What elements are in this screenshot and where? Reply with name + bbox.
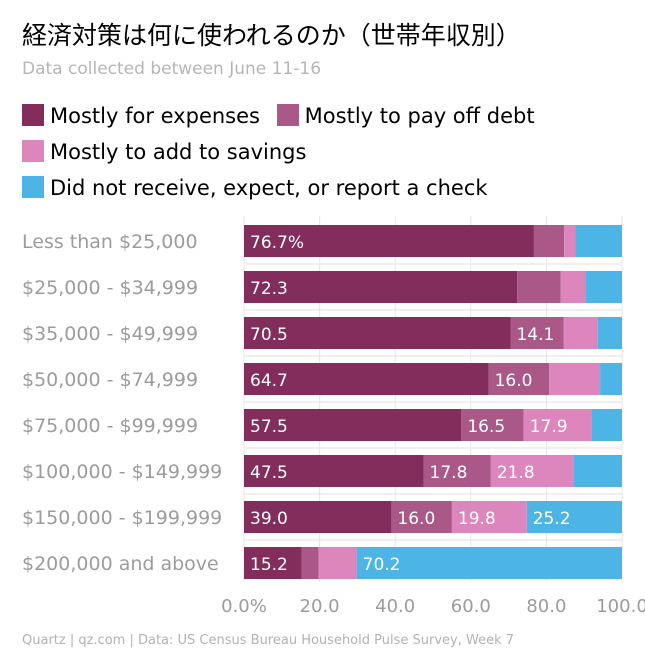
x-tick-label: 20.0 — [300, 596, 340, 617]
legend-label: Did not receive, expect, or report a che… — [50, 176, 488, 200]
x-tick-label: 100.0 — [596, 596, 645, 617]
category-label: Less than $25,000 — [22, 231, 198, 253]
legend-item-savings: Mostly to add to savings — [22, 140, 306, 164]
bar-segment — [391, 501, 452, 533]
data-label: 16.0 — [495, 371, 533, 391]
data-label: 17.9 — [530, 417, 568, 437]
bar-segment — [560, 271, 586, 303]
legend-swatch — [22, 176, 44, 198]
legend-label: Mostly for expenses — [50, 104, 260, 128]
x-tick-label: 0.0% — [221, 596, 267, 617]
data-label: 15.2 — [250, 555, 288, 575]
legend: Mostly for expenses Mostly to pay off de… — [22, 98, 632, 206]
legend-swatch — [22, 140, 44, 162]
category-label: $75,000 - $99,999 — [22, 415, 198, 437]
bar-segment — [591, 409, 622, 441]
legend-item-expenses: Mostly for expenses — [22, 104, 260, 128]
bar-segment — [510, 317, 564, 349]
bar-segment — [244, 455, 424, 487]
legend-swatch — [22, 104, 44, 126]
bar-segment — [301, 547, 319, 579]
bar-segment — [597, 317, 622, 349]
legend-label: Mostly to add to savings — [50, 140, 307, 164]
bar-segment — [423, 455, 491, 487]
bar-segment — [600, 363, 622, 395]
data-label: 72.3 — [250, 279, 288, 299]
data-label: 17.8 — [430, 463, 468, 483]
data-label: 16.5 — [467, 417, 505, 437]
data-label: 76.7% — [250, 233, 304, 253]
legend-item-debt: Mostly to pay off debt — [276, 104, 535, 128]
data-label: 16.0 — [397, 509, 435, 529]
data-label: 70.5 — [250, 325, 288, 345]
x-tick-label: 80.0 — [526, 596, 566, 617]
category-label: $25,000 - $34,999 — [22, 277, 198, 299]
legend-label: Mostly to pay off debt — [304, 104, 535, 128]
bar-segment — [488, 363, 550, 395]
bar-segment — [517, 271, 561, 303]
category-label: $150,000 - $199,999 — [22, 507, 222, 529]
category-label: $100,000 - $149,999 — [22, 461, 222, 483]
chart-title: 経済対策は何に使われるのか（世帯年収別） — [22, 21, 521, 50]
legend-swatch — [276, 104, 299, 126]
data-label: 57.5 — [250, 417, 288, 437]
bar-segment — [533, 225, 565, 257]
data-label: 14.1 — [516, 325, 554, 345]
bar-segment — [573, 455, 622, 487]
bar-segment — [526, 501, 622, 533]
bar-segment — [523, 409, 592, 441]
bar-segment — [490, 455, 574, 487]
bar-segment — [318, 547, 357, 579]
x-tick-label: 60.0 — [451, 596, 491, 617]
bar-segment — [563, 317, 598, 349]
bar-segment — [575, 225, 622, 257]
data-label: 64.7 — [250, 371, 288, 391]
data-label: 25.2 — [533, 509, 571, 529]
bar-segment — [564, 225, 576, 257]
category-label: $35,000 - $49,999 — [22, 323, 198, 345]
bar-segment — [356, 547, 622, 579]
bar-segment — [244, 225, 534, 257]
source-footer: Quartz | qz.com | Data: US Census Bureau… — [22, 633, 515, 648]
data-label: 70.2 — [363, 555, 401, 575]
data-label: 19.8 — [458, 509, 496, 529]
bar-segment — [549, 363, 601, 395]
category-label: $50,000 - $74,999 — [22, 369, 198, 391]
x-tick-label: 40.0 — [375, 596, 415, 617]
legend-item-no-check: Did not receive, expect, or report a che… — [22, 176, 488, 200]
data-label: 47.5 — [250, 463, 288, 483]
bar-segment — [244, 501, 392, 533]
bar-segment — [244, 317, 511, 349]
category-label: $200,000 and above — [22, 553, 219, 575]
bar-segment — [451, 501, 527, 533]
bar-segment — [585, 271, 622, 303]
chart-subtitle: Data collected between June 11-16 — [22, 59, 322, 79]
data-label: 21.8 — [497, 463, 535, 483]
data-label: 39.0 — [250, 509, 288, 529]
bar-segment — [244, 271, 518, 303]
bar-segment — [244, 363, 489, 395]
bar-segment — [244, 409, 462, 441]
bar-segment — [461, 409, 524, 441]
bar-segment — [244, 547, 302, 579]
